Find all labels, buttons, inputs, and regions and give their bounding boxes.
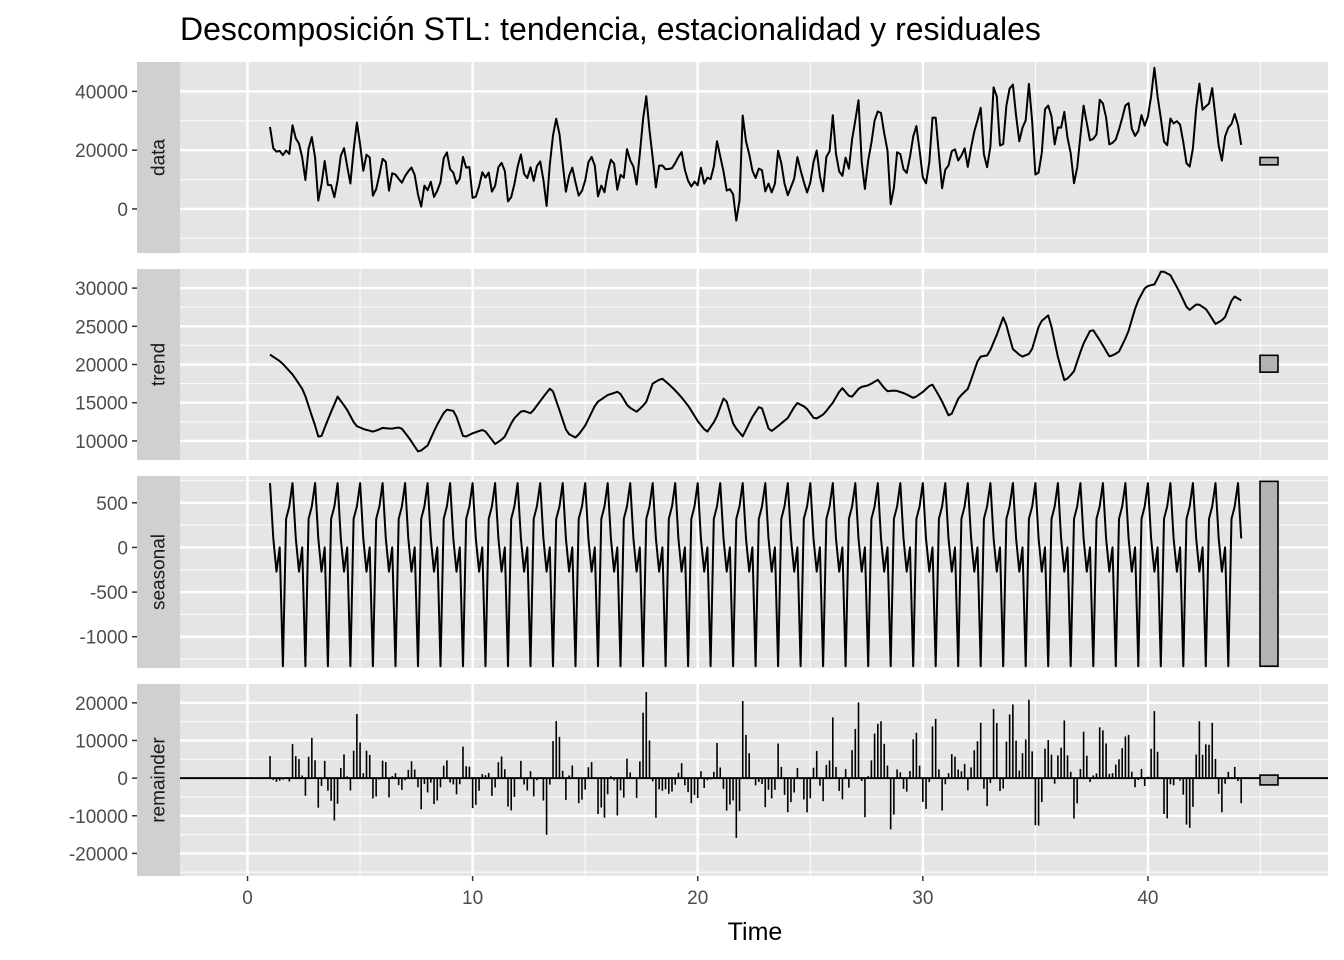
x-tick-label-3: 30 [912,888,933,909]
x-tick-label-2: 20 [687,888,708,909]
panel-bg-remainder [180,684,1328,876]
panels-group: data 0 20000 40000 trend 10000 15000 20000 25000… [69,62,1328,876]
strip-seasonal [137,476,180,668]
strip-label-trend: trend [149,343,170,386]
series-line-data [269,66,1243,222]
range-bar-remainder [1259,774,1279,786]
panel-remainder: remainder -20000 -10000 0 10000 20000 [69,684,1328,876]
x-axis-title: Time [728,918,783,946]
strip-label-remainder: remainder [149,737,170,823]
y-tick-label-remainder-3: 10000 [75,731,128,752]
panel-trend: trend 10000 15000 20000 25000 30000 [75,269,1328,460]
y-tick-label-trend-3: 25000 [75,317,128,338]
range-bar-trend [1259,354,1279,373]
y-tick-label-seasonal-2: 0 [117,538,128,559]
y-tick-label-trend-4: 30000 [75,279,128,300]
x-tick-label-4: 40 [1137,888,1158,909]
y-tick-label-data-1: 20000 [75,141,128,162]
x-tick-label-1: 10 [462,888,483,909]
y-tick-label-data-2: 40000 [75,82,128,103]
y-tick-label-seasonal-1: -500 [90,583,128,604]
y-tick-label-data-0: 0 [117,200,128,221]
range-bar-data [1259,156,1279,166]
panel-data: data 0 20000 40000 [75,62,1328,253]
y-tick-label-remainder-2: 0 [117,769,128,790]
y-tick-label-trend-2: 20000 [75,356,128,377]
strip-label-seasonal: seasonal [149,534,170,610]
chart-title: Descomposición STL: tendencia, estaciona… [180,11,1041,47]
panel-seasonal: seasonal -1000 -500 0 500 [79,476,1328,668]
y-tick-label-remainder-1: -10000 [69,807,128,828]
range-bar-seasonal [1259,480,1279,668]
series-line-seasonal [269,482,1243,668]
y-tick-label-seasonal-0: -1000 [79,628,128,649]
panel-bg-data [180,62,1328,253]
y-tick-label-seasonal-3: 500 [96,494,128,515]
y-tick-label-trend-0: 10000 [75,432,128,453]
strip-trend [137,269,180,460]
series-line-trend [269,270,1242,453]
y-tick-label-trend-1: 15000 [75,394,128,415]
y-tick-label-remainder-0: -20000 [69,844,128,865]
strip-remainder [137,684,180,876]
y-tick-label-remainder-4: 20000 [75,694,128,715]
x-tick-label-0: 0 [242,888,253,909]
strip-label-data: data [149,139,170,176]
x-axis: 0 10 20 30 40 [242,876,1158,909]
strip-data [137,62,180,253]
